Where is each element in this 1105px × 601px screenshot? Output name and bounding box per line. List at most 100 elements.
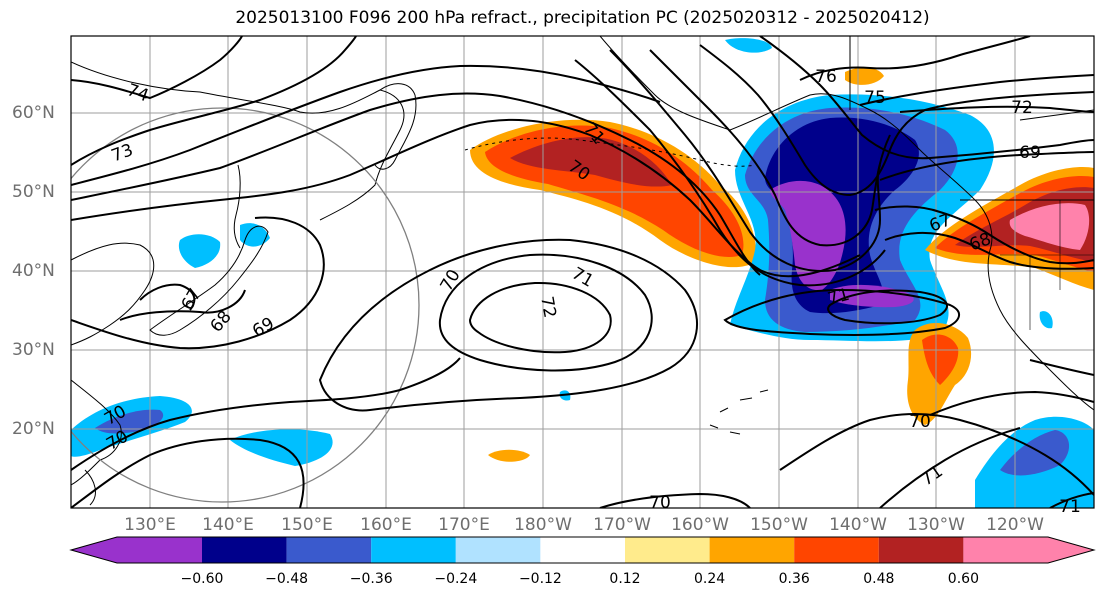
colorbar-tick-label: 0.36 — [778, 571, 810, 587]
contour-70-south — [599, 492, 751, 508]
colorbar-tick-label: −0.12 — [518, 571, 562, 587]
contour-label: 70 — [909, 412, 931, 432]
contour-68 — [884, 231, 1094, 270]
colorbar-segment — [963, 537, 1094, 563]
contour-76 — [799, 36, 1031, 81]
coast-aleutians — [464, 137, 756, 167]
coast-korea-china — [71, 242, 155, 346]
border-states — [1000, 200, 1094, 330]
coast-asia — [71, 61, 405, 221]
contour-71-se-corner — [1049, 492, 1094, 508]
lon-label: 130°W — [907, 515, 965, 535]
reference-ring — [71, 107, 420, 503]
contour-71-east — [1029, 359, 1094, 376]
lon-label: 120°W — [986, 515, 1044, 535]
colorbar-tick-label: −0.48 — [265, 571, 309, 587]
contour-72-high — [468, 281, 612, 354]
colorbar-segment — [540, 537, 625, 563]
colorbar-tick-label: −0.36 — [349, 571, 393, 587]
contour-69 — [879, 151, 1094, 181]
colorbar-tick-label: 0.48 — [863, 571, 895, 587]
contour-label: 75 — [864, 88, 886, 108]
precip-east-pacific-mid — [922, 334, 959, 385]
colorbar-segment — [286, 537, 372, 563]
coast-kamchatka — [374, 83, 417, 170]
coast-china-south — [71, 379, 122, 486]
colorbar-tick-label: −0.60 — [180, 571, 224, 587]
lat-label: 30°N — [12, 340, 55, 360]
precip-gulf-alaska-core — [770, 180, 846, 291]
contour-b — [71, 92, 761, 276]
lon-label: 140°E — [202, 515, 254, 535]
contour-74 — [71, 36, 243, 100]
lat-label: 20°N — [12, 419, 55, 439]
contour-a — [71, 64, 661, 186]
contour-70-main — [71, 118, 861, 278]
contour-label: 76 — [815, 67, 837, 87]
lat-label: 40°N — [12, 261, 55, 281]
coast-philippines — [84, 469, 96, 506]
contour-label: 72 — [536, 295, 559, 320]
precip-japan2 — [240, 223, 270, 247]
contour-67-japan — [139, 283, 196, 311]
contour-71-high — [438, 253, 653, 372]
lon-label: 160°E — [360, 515, 412, 535]
map-frame — [70, 35, 1095, 509]
coast-japan — [149, 225, 269, 336]
precip-japan — [178, 234, 221, 268]
colorbar-segments — [71, 537, 1094, 563]
lon-label: 160°W — [671, 515, 729, 535]
precip-shading — [71, 38, 1094, 508]
contour-68-japan — [119, 289, 246, 321]
colorbar-outline — [69, 536, 1096, 564]
precip-se-mid — [1000, 430, 1070, 476]
lat-label: 60°N — [12, 103, 55, 123]
lon-label: 130°E — [124, 515, 176, 535]
lon-label: 170°E — [438, 515, 490, 535]
contour-70-se — [779, 413, 1094, 496]
contour-c — [574, 59, 886, 287]
contour-d — [609, 49, 882, 272]
colorbar-segment — [202, 537, 287, 563]
lon-label: 170°W — [593, 515, 651, 535]
coastlines — [71, 36, 1094, 506]
contour-label: 72 — [1011, 98, 1033, 118]
contour-g — [759, 36, 1094, 160]
contour-73 — [71, 36, 357, 166]
contour-69-japan — [71, 216, 325, 350]
contour-72-ne — [899, 105, 1094, 113]
chart-title: 2025013100 F096 200 hPa refract., precip… — [235, 8, 930, 28]
coast-sakhalin — [233, 164, 241, 249]
colorbar-tick-label: 0.24 — [694, 571, 726, 587]
precip-band-aleutian-core — [510, 137, 672, 187]
contour-71-se — [879, 427, 1021, 508]
precip-small-3 — [725, 38, 772, 53]
lon-label: 150°W — [750, 515, 808, 535]
precip-small-2 — [845, 67, 884, 85]
contour-e — [649, 49, 891, 247]
coast-alaska — [599, 36, 1094, 411]
contour-70-high — [318, 238, 698, 412]
graticule — [71, 36, 1094, 508]
colorbar-segment — [371, 537, 456, 563]
colorbar-tick-label: 0.12 — [609, 571, 641, 587]
contour-75 — [859, 74, 1094, 106]
precip-small-4 — [1039, 311, 1053, 329]
coast-hawaii — [709, 389, 769, 435]
contour-label: 71 — [1059, 497, 1081, 517]
colorbar-tick-label: −0.24 — [434, 571, 478, 587]
contour-label: 69 — [1019, 143, 1041, 163]
colorbar-segment — [794, 537, 879, 563]
contour-67 — [874, 205, 1094, 265]
colorbar-tick-label: 0.60 — [947, 571, 979, 587]
colorbar-segment — [455, 537, 541, 563]
lat-label: 50°N — [12, 182, 55, 202]
contour-70-east — [929, 390, 1094, 416]
precip-small-1 — [488, 449, 530, 462]
colorbar-segment — [878, 537, 964, 563]
contour-71-sw — [71, 437, 305, 508]
contour-70-sw — [71, 357, 461, 471]
colorbar-segment — [709, 537, 795, 563]
